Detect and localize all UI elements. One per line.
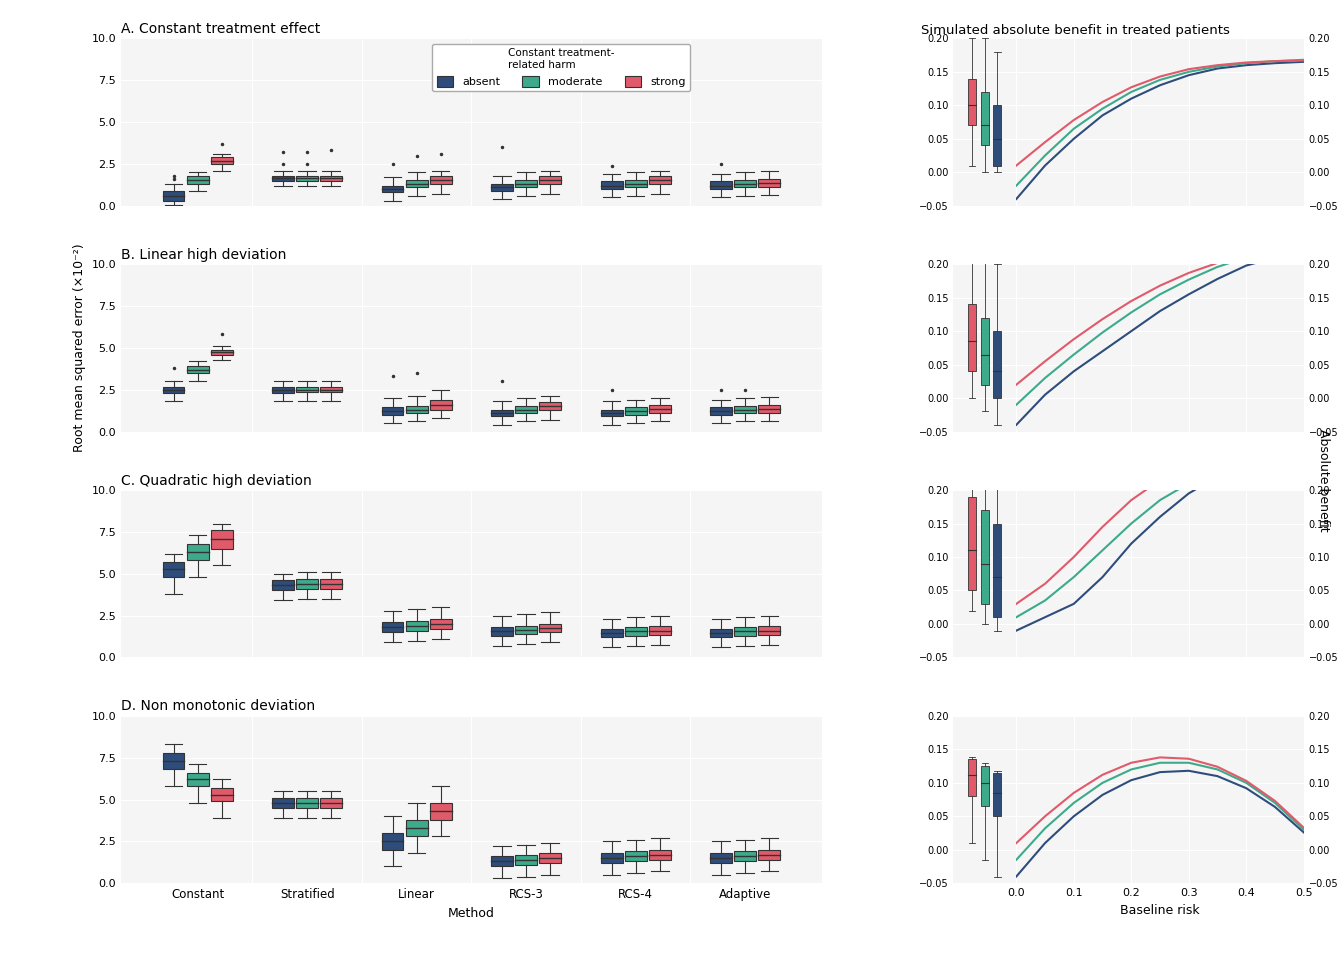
FancyBboxPatch shape <box>515 626 538 634</box>
FancyBboxPatch shape <box>981 766 989 806</box>
FancyBboxPatch shape <box>187 367 208 373</box>
FancyBboxPatch shape <box>430 177 452 184</box>
FancyBboxPatch shape <box>993 523 1001 617</box>
FancyBboxPatch shape <box>296 579 319 588</box>
FancyBboxPatch shape <box>406 180 427 187</box>
FancyBboxPatch shape <box>968 496 976 590</box>
FancyBboxPatch shape <box>758 627 781 635</box>
FancyBboxPatch shape <box>981 510 989 604</box>
FancyBboxPatch shape <box>320 579 343 588</box>
FancyBboxPatch shape <box>981 92 989 146</box>
FancyBboxPatch shape <box>406 620 427 631</box>
FancyBboxPatch shape <box>406 405 427 413</box>
FancyBboxPatch shape <box>430 803 452 820</box>
FancyBboxPatch shape <box>271 581 294 590</box>
FancyBboxPatch shape <box>211 157 233 164</box>
FancyBboxPatch shape <box>601 181 622 189</box>
FancyBboxPatch shape <box>539 402 562 410</box>
FancyBboxPatch shape <box>491 627 513 636</box>
FancyBboxPatch shape <box>625 852 646 861</box>
FancyBboxPatch shape <box>163 753 184 770</box>
FancyBboxPatch shape <box>271 176 294 180</box>
FancyBboxPatch shape <box>296 387 319 393</box>
FancyBboxPatch shape <box>968 759 976 796</box>
FancyBboxPatch shape <box>320 798 343 808</box>
FancyBboxPatch shape <box>649 177 671 184</box>
FancyBboxPatch shape <box>993 331 1001 398</box>
Text: C. Quadratic high deviation: C. Quadratic high deviation <box>121 473 312 488</box>
FancyBboxPatch shape <box>734 852 757 861</box>
FancyBboxPatch shape <box>296 176 319 180</box>
FancyBboxPatch shape <box>734 180 757 187</box>
FancyBboxPatch shape <box>649 850 671 860</box>
FancyBboxPatch shape <box>625 407 646 415</box>
FancyBboxPatch shape <box>163 191 184 201</box>
FancyBboxPatch shape <box>734 405 757 413</box>
FancyBboxPatch shape <box>993 773 1001 816</box>
FancyBboxPatch shape <box>515 180 538 187</box>
FancyBboxPatch shape <box>625 627 646 636</box>
Text: Simulated absolute benefit in treated patients: Simulated absolute benefit in treated pa… <box>921 24 1230 37</box>
FancyBboxPatch shape <box>187 177 208 184</box>
FancyBboxPatch shape <box>601 629 622 637</box>
FancyBboxPatch shape <box>981 318 989 385</box>
FancyBboxPatch shape <box>710 853 732 863</box>
FancyBboxPatch shape <box>968 304 976 372</box>
X-axis label: Baseline risk: Baseline risk <box>1120 903 1200 917</box>
Legend: absent, moderate, strong: absent, moderate, strong <box>433 44 689 91</box>
FancyBboxPatch shape <box>320 387 343 393</box>
FancyBboxPatch shape <box>211 530 233 548</box>
FancyBboxPatch shape <box>734 627 757 636</box>
FancyBboxPatch shape <box>539 853 562 863</box>
FancyBboxPatch shape <box>539 624 562 633</box>
Text: D. Non monotonic deviation: D. Non monotonic deviation <box>121 699 314 713</box>
FancyBboxPatch shape <box>406 820 427 836</box>
Text: A. Constant treatment effect: A. Constant treatment effect <box>121 22 320 36</box>
Text: B. Linear high deviation: B. Linear high deviation <box>121 248 286 262</box>
Text: Absolute benefit: Absolute benefit <box>1317 429 1331 531</box>
FancyBboxPatch shape <box>758 405 781 413</box>
FancyBboxPatch shape <box>296 798 319 808</box>
FancyBboxPatch shape <box>491 184 513 191</box>
FancyBboxPatch shape <box>601 853 622 863</box>
FancyBboxPatch shape <box>382 407 403 415</box>
FancyBboxPatch shape <box>430 399 452 410</box>
FancyBboxPatch shape <box>601 410 622 417</box>
FancyBboxPatch shape <box>430 619 452 629</box>
FancyBboxPatch shape <box>271 798 294 808</box>
FancyBboxPatch shape <box>710 407 732 415</box>
FancyBboxPatch shape <box>710 181 732 189</box>
FancyBboxPatch shape <box>163 562 184 577</box>
FancyBboxPatch shape <box>491 856 513 867</box>
FancyBboxPatch shape <box>163 387 184 393</box>
FancyBboxPatch shape <box>187 773 208 786</box>
FancyBboxPatch shape <box>320 176 343 180</box>
FancyBboxPatch shape <box>710 629 732 637</box>
Y-axis label: Root mean squared error (×10⁻²): Root mean squared error (×10⁻²) <box>73 244 86 452</box>
FancyBboxPatch shape <box>968 79 976 126</box>
FancyBboxPatch shape <box>382 833 403 850</box>
X-axis label: Method: Method <box>448 906 495 920</box>
FancyBboxPatch shape <box>649 627 671 635</box>
FancyBboxPatch shape <box>211 350 233 354</box>
FancyBboxPatch shape <box>211 788 233 802</box>
FancyBboxPatch shape <box>271 387 294 393</box>
FancyBboxPatch shape <box>625 180 646 187</box>
FancyBboxPatch shape <box>515 854 538 865</box>
FancyBboxPatch shape <box>649 405 671 413</box>
FancyBboxPatch shape <box>993 106 1001 165</box>
FancyBboxPatch shape <box>382 622 403 633</box>
FancyBboxPatch shape <box>382 185 403 192</box>
FancyBboxPatch shape <box>515 405 538 413</box>
FancyBboxPatch shape <box>187 543 208 561</box>
FancyBboxPatch shape <box>758 179 781 187</box>
FancyBboxPatch shape <box>539 177 562 184</box>
FancyBboxPatch shape <box>758 850 781 860</box>
FancyBboxPatch shape <box>491 410 513 417</box>
